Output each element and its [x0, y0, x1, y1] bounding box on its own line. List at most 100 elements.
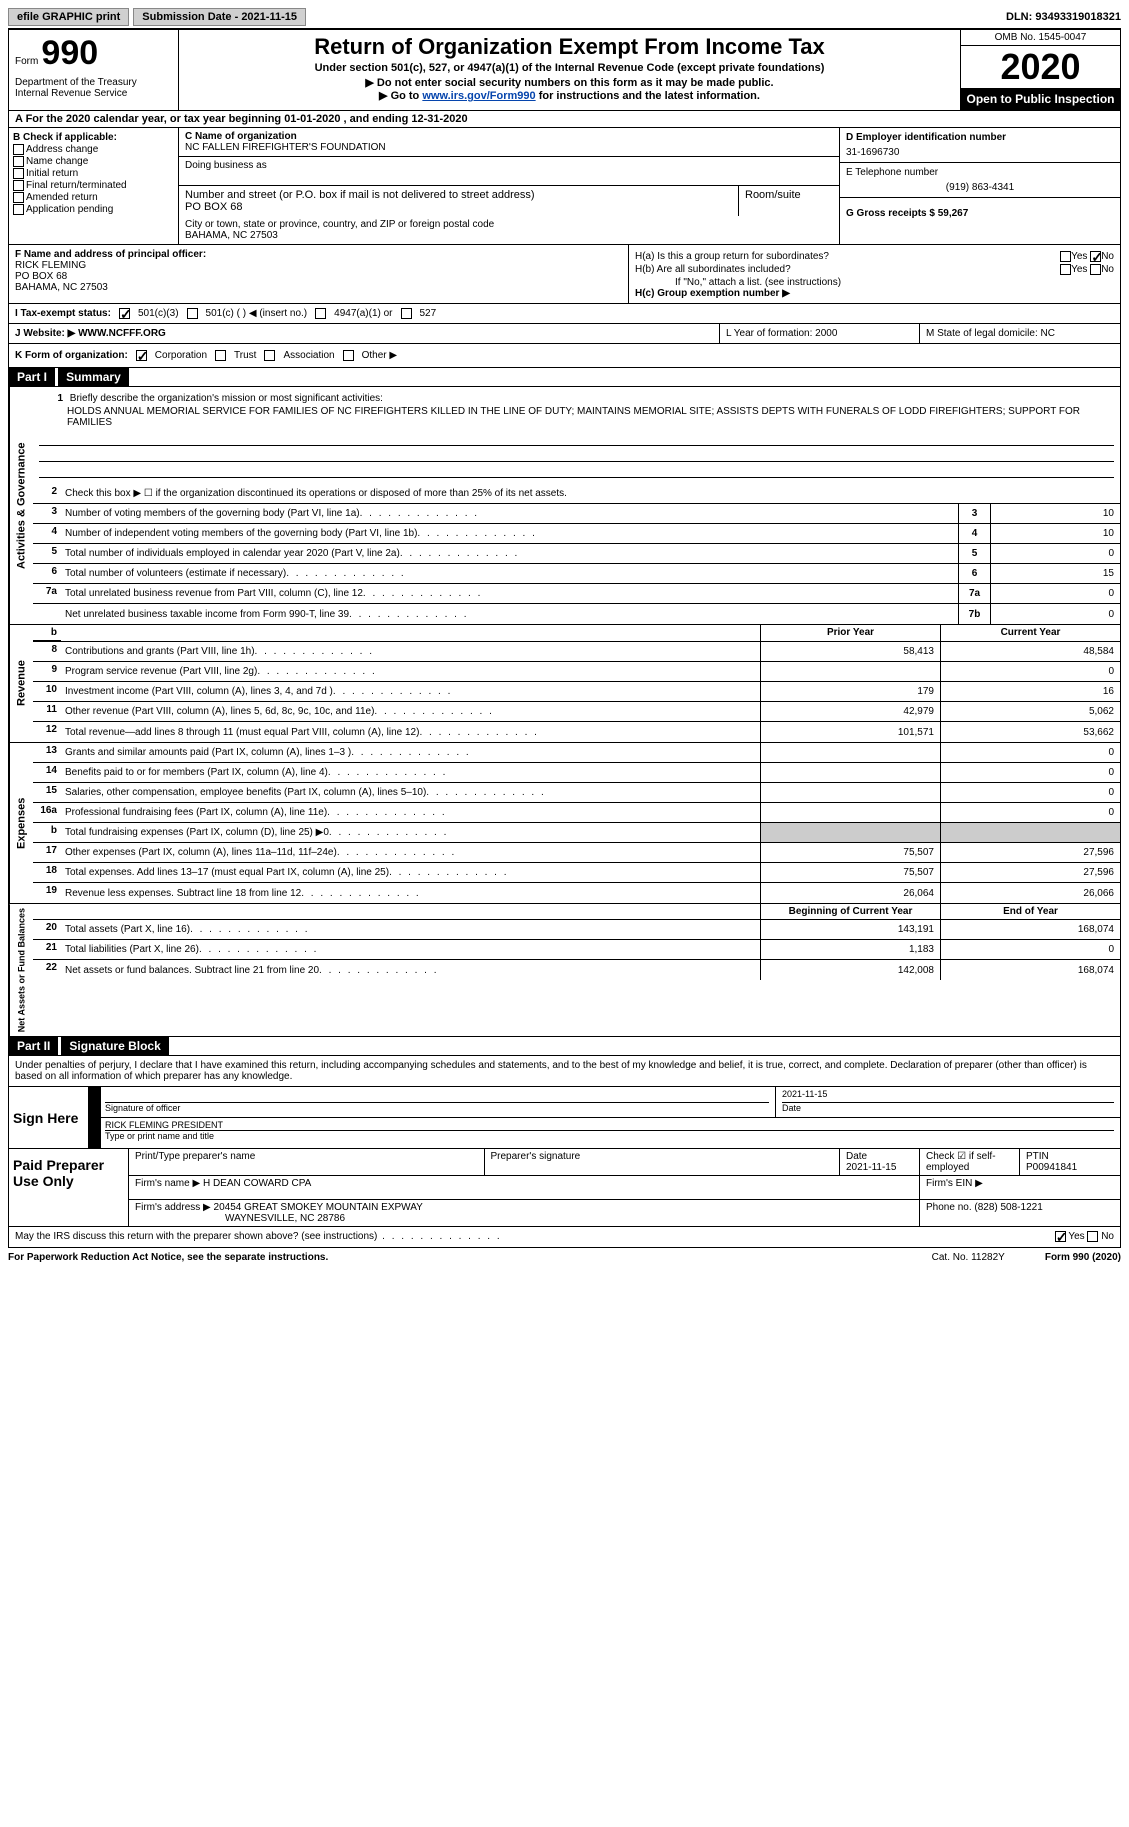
org-name-label: C Name of organization [185, 131, 833, 142]
table-row: 20Total assets (Part X, line 16)143,1911… [33, 920, 1120, 940]
table-row: 17Other expenses (Part IX, column (A), l… [33, 843, 1120, 863]
ein-value: 31-1696730 [846, 147, 1114, 158]
paid-preparer-block: Paid Preparer Use Only Print/Type prepar… [8, 1149, 1121, 1227]
cb-irs-yes[interactable] [1055, 1231, 1066, 1242]
table-row: 6Total number of volunteers (estimate if… [33, 564, 1120, 584]
row-i: I Tax-exempt status: 501(c)(3) 501(c) ( … [8, 304, 1121, 324]
prep-sig-label: Preparer's signature [485, 1149, 841, 1175]
table-row: bTotal fundraising expenses (Part IX, co… [33, 823, 1120, 843]
revenue-label: Revenue [9, 625, 33, 742]
part-2-header: Part II Signature Block [8, 1037, 1121, 1056]
firm-addr1: 20454 GREAT SMOKEY MOUNTAIN EXPWAY [214, 1202, 423, 1213]
phone-label: E Telephone number [846, 167, 1114, 178]
hb-note: If "No," attach a list. (see instruction… [675, 277, 1114, 288]
table-row: 12Total revenue—add lines 8 through 11 (… [33, 722, 1120, 742]
footer: For Paperwork Reduction Act Notice, see … [8, 1248, 1121, 1267]
ein-label: D Employer identification number [846, 132, 1114, 143]
org-city: BAHAMA, NC 27503 [185, 230, 833, 241]
table-row: 3Number of voting members of the governi… [33, 504, 1120, 524]
sign-here-block: Sign Here Signature of officer 2021-11-1… [8, 1087, 1121, 1149]
gross-receipts: G Gross receipts $ 59,267 [846, 208, 1114, 219]
form-header: Form 990 Department of the Treasury Inte… [8, 30, 1121, 111]
table-row: 14Benefits paid to or for members (Part … [33, 763, 1120, 783]
part-1-expenses: Expenses 13Grants and similar amounts pa… [8, 743, 1121, 904]
cb-irs-no[interactable] [1087, 1231, 1098, 1242]
topbar: efile GRAPHIC print Submission Date - 20… [8, 8, 1121, 30]
cb-corporation[interactable] [136, 350, 147, 361]
form-subtitle: Under section 501(c), 527, or 4947(a)(1)… [187, 62, 952, 74]
firm-addr2: WAYNESVILLE, NC 28786 [225, 1213, 345, 1224]
row-j: J Website: ▶ WWW.NCFFF.ORG L Year of for… [8, 324, 1121, 344]
cb-application-pending[interactable] [13, 204, 24, 215]
paid-preparer-label: Paid Preparer Use Only [9, 1149, 129, 1226]
firm-phone: Phone no. (828) 508-1221 [920, 1200, 1120, 1226]
cb-other[interactable] [343, 350, 354, 361]
type-name-label: Type or print name and title [105, 1131, 1114, 1141]
cb-address-change[interactable] [13, 144, 24, 155]
efile-button[interactable]: efile GRAPHIC print [8, 8, 129, 26]
org-address: PO BOX 68 [185, 201, 732, 213]
instruct-2: ▶ Go to www.irs.gov/Form990 for instruct… [187, 89, 952, 102]
section-f-h: F Name and address of principal officer:… [8, 245, 1121, 304]
hc-label: H(c) Group exemption number ▶ [635, 288, 1114, 299]
phone-value: (919) 863-4341 [846, 182, 1114, 193]
ha-label: H(a) Is this a group return for subordin… [635, 251, 1060, 262]
cb-501c[interactable] [187, 308, 198, 319]
form-prefix: Form [15, 56, 38, 67]
line-2: Check this box ▶ ☐ if the organization d… [61, 484, 1120, 503]
hb-label: H(b) Are all subordinates included? [635, 264, 1060, 275]
cb-hb-yes[interactable] [1060, 264, 1071, 275]
room-label: Room/suite [739, 186, 839, 216]
irs-link[interactable]: www.irs.gov/Form990 [422, 90, 535, 102]
cb-ha-no[interactable] [1090, 251, 1101, 262]
department: Department of the Treasury Internal Reve… [15, 77, 172, 99]
cb-trust[interactable] [215, 350, 226, 361]
section-b-label: B Check if applicable: [13, 132, 174, 143]
year-formation: L Year of formation: 2000 [720, 324, 920, 343]
cb-amended-return[interactable] [13, 192, 24, 203]
period-row: A For the 2020 calendar year, or tax yea… [8, 111, 1121, 128]
date-label: Date [782, 1103, 1114, 1113]
table-row: 9Program service revenue (Part VIII, lin… [33, 662, 1120, 682]
table-row: 11Other revenue (Part VIII, column (A), … [33, 702, 1120, 722]
part-1-revenue: Revenue bPrior YearCurrent Year 8Contrib… [8, 625, 1121, 743]
sign-here-label: Sign Here [9, 1087, 89, 1148]
table-row: 8Contributions and grants (Part VIII, li… [33, 642, 1120, 662]
table-row: Net unrelated business taxable income fr… [33, 604, 1120, 624]
cb-hb-no[interactable] [1090, 264, 1101, 275]
state-domicile: M State of legal domicile: NC [920, 324, 1120, 343]
table-row: 10Investment income (Part VIII, column (… [33, 682, 1120, 702]
omb-number: OMB No. 1545-0047 [961, 30, 1120, 46]
penalty-statement: Under penalties of perjury, I declare th… [8, 1056, 1121, 1087]
dln: DLN: 93493319018321 [1006, 11, 1121, 23]
part-1-netassets: Net Assets or Fund Balances Beginning of… [8, 904, 1121, 1037]
table-row: 18Total expenses. Add lines 13–17 (must … [33, 863, 1120, 883]
officer-addr2: BAHAMA, NC 27503 [15, 282, 622, 293]
tax-year: 2020 [961, 46, 1120, 88]
org-name: NC FALLEN FIREFIGHTER'S FOUNDATION [185, 142, 833, 153]
cb-4947[interactable] [315, 308, 326, 319]
table-row: 22Net assets or fund balances. Subtract … [33, 960, 1120, 980]
part-1-governance: Activities & Governance 1 Briefly descri… [8, 387, 1121, 625]
table-row: 15Salaries, other compensation, employee… [33, 783, 1120, 803]
mission-text: HOLDS ANNUAL MEMORIAL SERVICE FOR FAMILI… [67, 406, 1114, 428]
sig-officer-label: Signature of officer [105, 1103, 769, 1113]
cb-501c3[interactable] [119, 308, 130, 319]
table-row: 4Number of independent voting members of… [33, 524, 1120, 544]
addr-label: Number and street (or P.O. box if mail i… [185, 189, 732, 201]
cb-527[interactable] [401, 308, 412, 319]
cb-initial-return[interactable] [13, 168, 24, 179]
prep-date: 2021-11-15 [846, 1162, 896, 1173]
prep-name-label: Print/Type preparer's name [129, 1149, 485, 1175]
firm-name: H DEAN COWARD CPA [203, 1178, 311, 1189]
cb-association[interactable] [264, 350, 275, 361]
cb-name-change[interactable] [13, 156, 24, 167]
table-row: 13Grants and similar amounts paid (Part … [33, 743, 1120, 763]
paperwork-notice: For Paperwork Reduction Act Notice, see … [8, 1252, 932, 1263]
cb-ha-yes[interactable] [1060, 251, 1071, 262]
submission-date: Submission Date - 2021-11-15 [133, 8, 306, 26]
ptin-value: P00941841 [1026, 1162, 1077, 1173]
cb-final-return[interactable] [13, 180, 24, 191]
governance-label: Activities & Governance [9, 387, 33, 624]
form-footer: Form 990 (2020) [1045, 1252, 1121, 1263]
